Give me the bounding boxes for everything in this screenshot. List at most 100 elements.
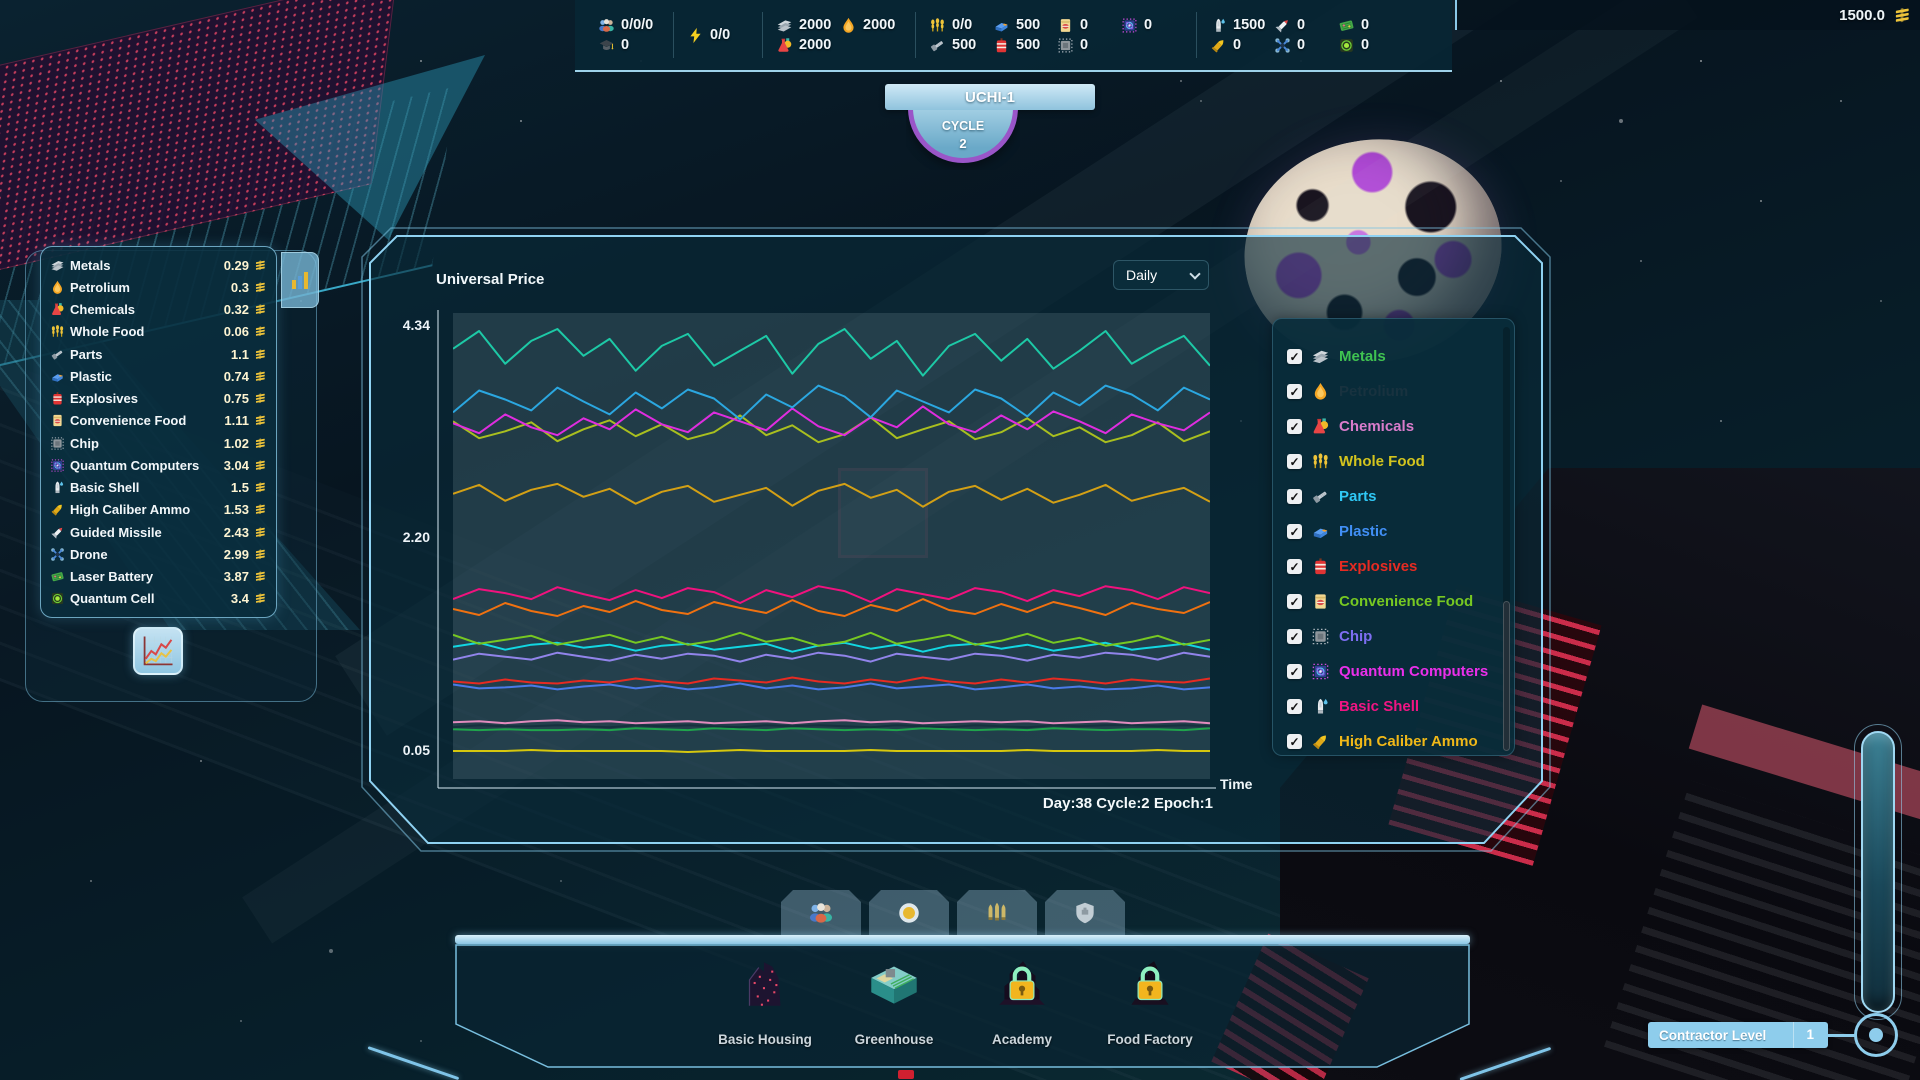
- y-tick-min: 0.05: [402, 742, 430, 758]
- commodity-price: 3.04: [223, 457, 249, 473]
- energy-icon: [687, 27, 704, 44]
- building-academy[interactable]: Academy: [960, 950, 1084, 1062]
- explosives-icon: [1311, 557, 1330, 576]
- legend-checkbox[interactable]: ✓: [1287, 454, 1302, 469]
- legend-checkbox[interactable]: ✓: [1287, 664, 1302, 679]
- price-row-whole-food: Whole Food 0.06: [50, 321, 267, 343]
- universal-price-panel: [361, 227, 1551, 852]
- legend-scrollbar-thumb[interactable]: [1503, 601, 1510, 751]
- series-laser-battery: [453, 328, 1210, 377]
- series-convenience-food: [453, 631, 1210, 647]
- stat-value: 500: [952, 37, 977, 53]
- commodity-label: Chemicals: [70, 302, 136, 318]
- commodity-price: 1.1: [230, 346, 249, 362]
- building-food-factory[interactable]: Food Factory: [1088, 950, 1212, 1062]
- legend-checkbox[interactable]: ✓: [1287, 419, 1302, 434]
- commodity-label: Guided Missile: [70, 524, 162, 540]
- convenience-food-icon: [1311, 592, 1330, 611]
- commodity-label: Metals: [70, 257, 111, 273]
- contractor-progress-bar: [1861, 731, 1895, 1013]
- station-name: UCHI-1: [964, 88, 1015, 106]
- credits-icon: [254, 459, 267, 472]
- academy-icon: [991, 952, 1053, 1014]
- tab-population[interactable]: [781, 890, 861, 936]
- commodity-label: High Caliber Ammo: [70, 502, 191, 518]
- quantum-computers-stat: 0: [1121, 17, 1183, 34]
- building-label: Basic Housing: [718, 1032, 812, 1047]
- stat-value: 0: [1297, 37, 1306, 53]
- credits-icon: [254, 548, 267, 561]
- legend-item-metals: ✓ Metals: [1287, 339, 1514, 374]
- metals-icon: [1311, 347, 1330, 366]
- period-select[interactable]: Daily: [1113, 260, 1209, 290]
- stat-value: 2000: [799, 17, 832, 33]
- alert-marker: [898, 1070, 914, 1079]
- legend-checkbox[interactable]: ✓: [1287, 559, 1302, 574]
- stat-value: 500: [1016, 17, 1041, 33]
- metals-icon: [50, 258, 65, 273]
- chip-icon: [1057, 37, 1074, 54]
- credits-value: 1500.0: [1839, 6, 1885, 24]
- legend-label: Metals: [1339, 348, 1386, 365]
- legend-checkbox[interactable]: ✓: [1287, 489, 1302, 504]
- legend-checkbox[interactable]: ✓: [1287, 699, 1302, 714]
- legend-item-whole-food: ✓ Whole Food: [1287, 444, 1514, 479]
- credits-icon: [254, 259, 267, 272]
- legend-checkbox[interactable]: ✓: [1287, 384, 1302, 399]
- drone-icon: [1274, 37, 1291, 54]
- series-drone: [453, 414, 1210, 444]
- series-basic-shell: [453, 585, 1210, 604]
- chemicals-icon: [1311, 417, 1330, 436]
- credits-icon: [254, 526, 267, 539]
- stat-value: 0: [1361, 37, 1370, 53]
- price-row-petrolium: Petrolium 0.3: [50, 276, 267, 298]
- metals-icon: [776, 17, 793, 34]
- basic-housing-icon: [734, 952, 796, 1014]
- open-price-chart-button[interactable]: [133, 627, 183, 675]
- whole-food-icon: [50, 324, 65, 339]
- tab-defense[interactable]: [1045, 890, 1125, 936]
- stat-value: 0: [1233, 37, 1242, 53]
- commodity-label: Plastic: [70, 368, 112, 384]
- quantum-cell-stat: 0: [1338, 37, 1400, 54]
- commodity-price: 0.32: [223, 302, 249, 318]
- group-divider: [673, 12, 674, 58]
- building-greenhouse[interactable]: Greenhouse: [832, 950, 956, 1062]
- legend-checkbox[interactable]: ✓: [1287, 734, 1302, 749]
- commodity-label: Basic Shell: [70, 480, 140, 496]
- tab-resources[interactable]: [869, 890, 949, 936]
- price-row-parts: Parts 1.1: [50, 343, 267, 365]
- petrolium-icon: [1311, 382, 1330, 401]
- top-resource-bar: 0/0/0 0 0/0 2000 2000 2000 0/0 500 0 0 500 500 0 1500…: [575, 0, 1452, 72]
- quantum-computers-icon: [50, 458, 65, 473]
- legend-label: Convenience Food: [1339, 593, 1474, 610]
- chart-axes: [437, 310, 1216, 789]
- legend-checkbox[interactable]: ✓: [1287, 594, 1302, 609]
- stat-value: 2000: [863, 17, 896, 33]
- legend-checkbox[interactable]: ✓: [1287, 349, 1302, 364]
- price-row-chip: Chip 1.02: [50, 432, 267, 454]
- convenience-food-icon: [1057, 17, 1074, 34]
- stat-value: 0/0: [710, 27, 731, 43]
- resource-group-raw-materials: 2000 2000 2000: [763, 4, 915, 66]
- prices-chart-tab-button[interactable]: [281, 252, 319, 308]
- basic-shell-stat: 1500: [1210, 17, 1272, 34]
- high-caliber-ammo-icon: [50, 502, 65, 517]
- tab-ammo[interactable]: [957, 890, 1037, 936]
- legend-checkbox[interactable]: ✓: [1287, 629, 1302, 644]
- laser-battery-icon: [50, 569, 65, 584]
- cycle-badge: CYCLE 2: [906, 110, 1020, 170]
- guided-missile-icon: [50, 525, 65, 540]
- building-basic-housing[interactable]: Basic Housing: [703, 950, 827, 1062]
- build-bar-top-edge: [455, 935, 1470, 944]
- parts-icon: [50, 347, 65, 362]
- commodity-price: 1.53: [223, 502, 249, 518]
- legend-label: Parts: [1339, 488, 1377, 505]
- chip-stat: 0: [1057, 37, 1119, 54]
- legend-checkbox[interactable]: ✓: [1287, 524, 1302, 539]
- graduate-stat: 0: [598, 37, 660, 54]
- chart-date-range: Day:38 Cycle:2 Epoch:1: [1042, 795, 1213, 812]
- series-chemicals: [453, 719, 1210, 725]
- legend-item-basic-shell: ✓ Basic Shell: [1287, 689, 1514, 724]
